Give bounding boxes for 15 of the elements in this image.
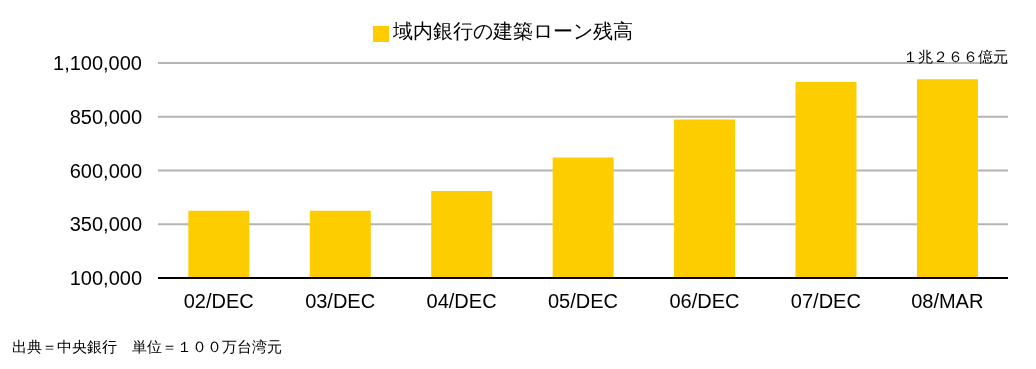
source-note: 出典＝中央銀行 単位＝１００万台湾元 — [12, 338, 282, 355]
x-tick-label: 02/DEC — [183, 290, 254, 313]
x-tick-label: 07/DEC — [790, 290, 861, 313]
x-tick-label: 06/DEC — [669, 290, 740, 313]
y-tick-label: 600,000 — [69, 159, 142, 182]
x-tick-label: 05/DEC — [547, 290, 619, 313]
legend-label: 域内銀行の建築ローン残高 — [393, 20, 633, 42]
x-tick-label: 04/DEC — [426, 290, 497, 313]
x-tick-label: 03/DEC — [305, 290, 376, 313]
y-tick-label: 350,000 — [69, 213, 142, 236]
x-tick-label: 08/MAR — [911, 290, 984, 313]
y-tick-label: 1,100,000 — [53, 52, 142, 75]
y-tick-label: 100,000 — [69, 267, 142, 290]
y-tick-label: 850,000 — [69, 105, 142, 128]
annotation: １兆２６６億元 — [903, 48, 1008, 65]
